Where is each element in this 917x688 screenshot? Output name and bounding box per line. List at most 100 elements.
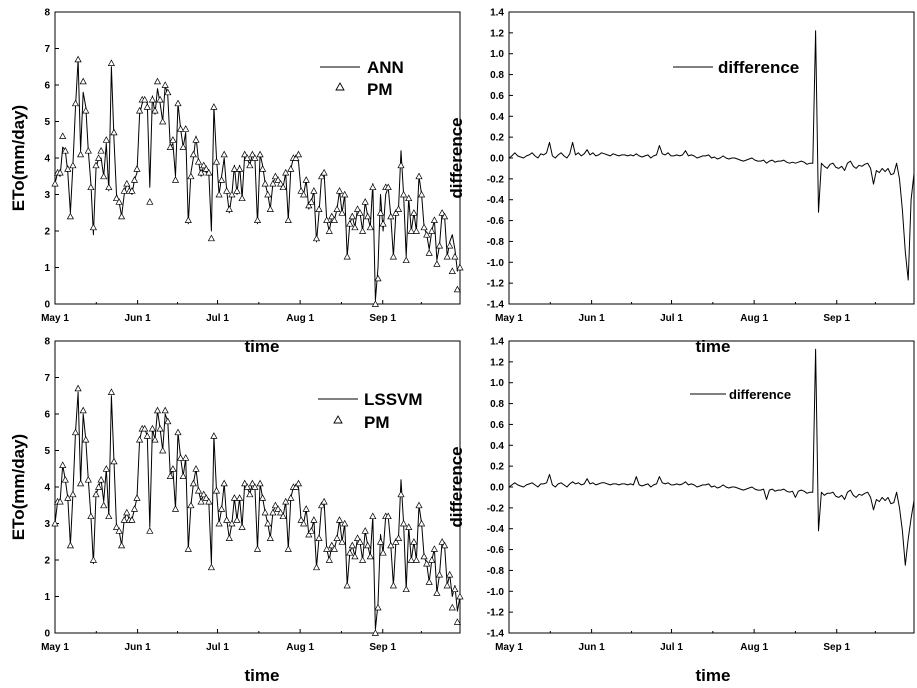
pm-point bbox=[441, 541, 449, 549]
pm-point bbox=[282, 168, 290, 176]
legend-label-difference: difference bbox=[729, 387, 791, 402]
pm-point bbox=[153, 77, 162, 85]
pm-point bbox=[102, 136, 110, 143]
pm-point bbox=[310, 187, 318, 194]
chart-ann-difference: -1.4 -1.2 -1.0 -0.8 -0.6 -0.4 -0.2 0.0 0.2 0.4 0.6… bbox=[447, 8, 915, 356]
y-tick-label: -0.8 bbox=[487, 237, 505, 248]
pm-point bbox=[394, 205, 403, 212]
pm-point bbox=[361, 527, 369, 534]
pm-point bbox=[361, 198, 369, 205]
pm-point bbox=[233, 516, 241, 523]
pm-point bbox=[294, 150, 303, 158]
pm-point bbox=[428, 556, 436, 563]
y-tick-label: -0.6 bbox=[487, 545, 505, 556]
pm-point bbox=[230, 165, 238, 172]
pm-point bbox=[156, 424, 164, 432]
pm-point bbox=[118, 541, 126, 549]
pm-point bbox=[182, 454, 190, 461]
pm-point bbox=[274, 176, 282, 183]
legend-label-lssvm: LSSVM bbox=[364, 390, 423, 409]
x-tick-label: May 1 bbox=[41, 642, 69, 653]
y-tick-label: 4 bbox=[44, 154, 50, 165]
pm-point bbox=[123, 179, 131, 187]
pm-point bbox=[346, 219, 354, 227]
x-tick-label: Jun 1 bbox=[579, 642, 606, 653]
pm-point bbox=[305, 201, 313, 209]
series-line-ann bbox=[54, 58, 461, 301]
pm-point bbox=[179, 472, 187, 479]
pm-point bbox=[120, 187, 128, 194]
pm-point bbox=[279, 183, 287, 191]
pm-point bbox=[128, 516, 136, 523]
pm-point bbox=[338, 209, 346, 216]
pm-point bbox=[310, 516, 318, 523]
pm-point bbox=[197, 168, 205, 176]
pm-point bbox=[146, 527, 154, 534]
pm-point bbox=[346, 548, 354, 556]
y-tick-label: -0.4 bbox=[487, 524, 505, 535]
pm-point bbox=[389, 581, 397, 589]
pm-point bbox=[348, 541, 356, 549]
pm-point bbox=[400, 190, 408, 198]
pm-point bbox=[405, 194, 413, 202]
pm-point bbox=[443, 252, 451, 260]
pm-point bbox=[66, 212, 74, 220]
pm-point bbox=[366, 552, 374, 560]
pm-point bbox=[264, 519, 272, 527]
x-tick-label: Jul 1 bbox=[660, 313, 683, 324]
legend-label-ann: ANN bbox=[367, 58, 404, 77]
pm-point bbox=[392, 538, 400, 545]
pm-point bbox=[69, 490, 77, 498]
y-tick-label: 0.2 bbox=[490, 462, 504, 473]
pm-point bbox=[236, 494, 244, 501]
pm-point bbox=[136, 106, 144, 114]
pm-point bbox=[353, 205, 362, 212]
pm-point bbox=[446, 570, 454, 578]
pm-point bbox=[59, 132, 67, 139]
pm-point bbox=[184, 545, 192, 552]
pm-point bbox=[330, 216, 338, 223]
y-tick-label: 0.6 bbox=[490, 420, 504, 431]
pm-point bbox=[271, 172, 279, 180]
pm-point bbox=[418, 519, 426, 527]
pm-point bbox=[161, 81, 169, 88]
pm-point bbox=[146, 198, 154, 205]
pm-point bbox=[302, 505, 310, 512]
pm-point bbox=[241, 150, 249, 158]
pm-point bbox=[335, 516, 344, 523]
y-tick-label: 0.8 bbox=[490, 399, 504, 410]
pm-point bbox=[179, 143, 187, 150]
pm-point bbox=[384, 183, 392, 191]
pm-point bbox=[156, 95, 164, 103]
pm-point bbox=[200, 161, 208, 169]
pm-point bbox=[397, 161, 405, 169]
y-tick-label: 1.2 bbox=[490, 28, 504, 39]
pm-point bbox=[210, 103, 218, 110]
pm-point bbox=[292, 483, 300, 490]
y-tick-label: 3 bbox=[44, 190, 50, 201]
pm-point bbox=[412, 556, 420, 563]
pm-point bbox=[248, 150, 256, 158]
pm-point bbox=[233, 187, 241, 194]
pm-point bbox=[410, 209, 418, 216]
y-tick-label: -0.2 bbox=[487, 503, 505, 514]
x-tick-label: Jun 1 bbox=[125, 642, 152, 653]
pm-point bbox=[415, 172, 423, 180]
pm-point bbox=[192, 136, 200, 143]
pm-point bbox=[402, 585, 410, 593]
pm-point bbox=[105, 512, 113, 520]
pm-point bbox=[420, 552, 428, 560]
pm-point bbox=[430, 216, 438, 223]
x-tick-label: Jul 1 bbox=[206, 642, 229, 653]
pm-point bbox=[315, 534, 323, 541]
series-line-difference bbox=[508, 30, 915, 281]
pm-point bbox=[407, 227, 415, 234]
pm-point bbox=[102, 465, 110, 472]
pm-point bbox=[159, 446, 167, 454]
pm-point bbox=[71, 99, 80, 107]
pm-point bbox=[423, 559, 431, 567]
pm-point bbox=[148, 95, 156, 103]
pm-point bbox=[89, 556, 97, 563]
pm-point bbox=[166, 472, 174, 479]
